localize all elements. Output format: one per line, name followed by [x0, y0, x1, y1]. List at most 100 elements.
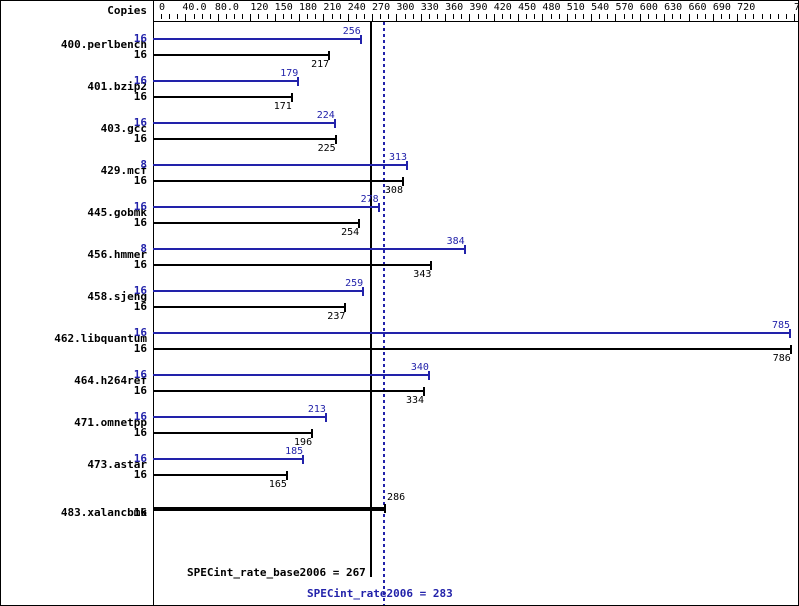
- bar-value-label: 340: [410, 362, 429, 373]
- bar-base: [153, 474, 287, 476]
- axis-tick-label: 630: [664, 2, 683, 13]
- axis-tick-label: 300: [396, 2, 415, 13]
- copies-value: 16: [133, 132, 147, 145]
- benchmark-row: 464.h264ref 16 340 16 334: [1, 362, 798, 406]
- axis-tick-label: 40.0: [182, 2, 207, 13]
- bar-base: [153, 432, 313, 434]
- copies-value: 16: [133, 48, 147, 61]
- axis-tick: [282, 14, 284, 19]
- axis-tick-label: 210: [323, 2, 342, 13]
- axis-tick: [510, 14, 511, 19]
- axis-tick: [672, 14, 674, 19]
- copies-value: 16: [133, 258, 147, 271]
- bar-end-cap: [789, 345, 792, 354]
- axis-tick: [712, 14, 714, 22]
- axis-tick: [153, 14, 154, 22]
- axis-tick-label: 360: [445, 2, 464, 13]
- axis-tick: [737, 14, 739, 22]
- axis-tick: [526, 14, 528, 19]
- copies-value: 16: [133, 506, 147, 519]
- axis-tick: [339, 14, 341, 19]
- axis-tick-label: 600: [639, 2, 658, 13]
- bar-base: [153, 96, 292, 98]
- axis-tick: [363, 14, 365, 19]
- bar-peak: [153, 374, 429, 376]
- bar-peak: [153, 38, 361, 40]
- axis-tick: [794, 14, 795, 22]
- axis-tick-label: 390: [469, 2, 488, 13]
- bar-end-cap: [405, 161, 408, 170]
- benchmark-name: 473.astar: [87, 458, 147, 471]
- axis-tick: [501, 14, 503, 19]
- axis-tick-label: 480: [542, 2, 561, 13]
- copies-value: 16: [133, 426, 147, 439]
- axis-tick-label: 180: [299, 2, 318, 13]
- bar-value-label: 334: [406, 395, 425, 406]
- axis-tick-label: 240: [347, 2, 366, 13]
- axis-tick: [745, 14, 747, 19]
- x-axis-line: [153, 21, 798, 22]
- axis-tick: [169, 14, 171, 19]
- bar-origin-cap: [153, 324, 154, 346]
- axis-tick: [242, 14, 244, 19]
- benchmark-row: 471.omnetpp 16 213 16 196: [1, 404, 798, 448]
- benchmark-name: 464.h264ref: [74, 374, 147, 387]
- axis-tick: [388, 14, 390, 19]
- bar-base: [153, 54, 330, 56]
- axis-tick: [404, 14, 406, 19]
- bar-base: [153, 264, 432, 266]
- axis-tick-label: 420: [493, 2, 512, 13]
- axis-tick: [185, 14, 187, 22]
- bar-origin-cap: [153, 366, 154, 388]
- bar-origin-cap: [153, 30, 154, 52]
- bar-value-label: 185: [285, 446, 304, 457]
- summary-peak-label: SPECint_rate2006 = 283: [307, 587, 453, 600]
- bar-origin-cap: [153, 492, 154, 514]
- bar-origin-cap: [153, 156, 154, 178]
- axis-tick: [380, 14, 382, 19]
- axis-tick: [680, 14, 682, 19]
- bar-end-cap: [423, 387, 425, 396]
- summary-base-label: SPECint_rate_base2006 = 267: [187, 566, 366, 579]
- axis-tick: [201, 14, 203, 19]
- bar-end-cap: [297, 77, 300, 86]
- bar-origin-cap: [153, 240, 154, 262]
- copies-value: 16: [133, 284, 147, 297]
- benchmark-name: 483.xalancbmk: [60, 506, 147, 519]
- copies-value: 8: [140, 158, 147, 171]
- axis-tick: [550, 14, 552, 19]
- copies-value: 16: [133, 384, 147, 397]
- axis-tick: [347, 14, 349, 22]
- bar-base: [153, 306, 346, 308]
- axis-tick: [631, 14, 633, 19]
- bar-value-label: 196: [294, 437, 313, 448]
- bar-peak: [153, 290, 364, 292]
- bar-base: [153, 222, 360, 224]
- axis-tick-label: 540: [591, 2, 610, 13]
- axis-tick: [193, 14, 195, 19]
- benchmark-row: 483.xalancbmk 16 286: [1, 490, 798, 532]
- bar-end-cap: [328, 51, 331, 60]
- axis-tick: [274, 14, 276, 22]
- bar-end-cap: [401, 177, 404, 186]
- benchmark-name: 445.gobmk: [87, 206, 147, 219]
- axis-tick-label: 150: [274, 2, 293, 13]
- bar-end-cap: [344, 303, 347, 312]
- axis-tick: [436, 14, 438, 19]
- benchmark-row: 456.hmmer 8 384 16 343: [1, 236, 798, 280]
- bar-end-cap: [362, 287, 365, 296]
- axis-tick: [266, 14, 268, 19]
- benchmark-name: 456.hmmer: [87, 248, 147, 261]
- bar-end-cap: [430, 261, 433, 270]
- bar-peak: [153, 122, 335, 124]
- bar-end-cap: [311, 429, 314, 438]
- copies-value: 16: [133, 90, 147, 103]
- bar-peak: [153, 248, 465, 250]
- benchmark-row: 401.bzip2 16 179 16 171: [1, 68, 798, 112]
- axis-tick: [761, 14, 763, 19]
- bar-origin-cap: [153, 198, 154, 220]
- copies-value: 16: [133, 216, 147, 229]
- bar-base: [153, 138, 336, 140]
- axis-tick: [428, 14, 430, 19]
- copies-value: 16: [133, 326, 147, 339]
